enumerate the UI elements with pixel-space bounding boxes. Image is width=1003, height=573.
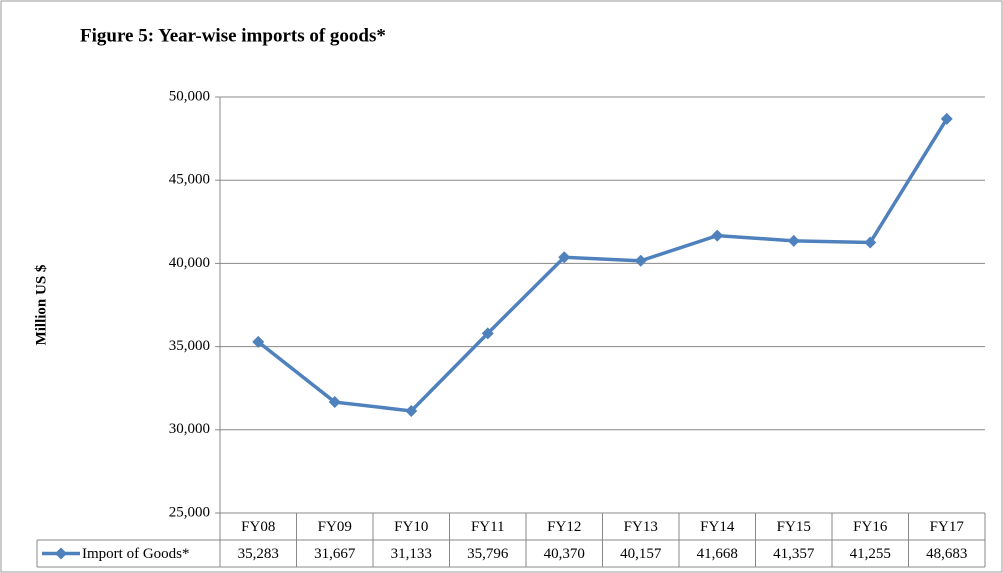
- table-value: 35,283: [238, 546, 279, 562]
- series-line: [257, 117, 949, 413]
- table-value: 41,255: [850, 546, 891, 562]
- x-tick-label: FY12: [547, 519, 581, 535]
- legend-label: Import of Goods*: [82, 546, 190, 562]
- data-point: [558, 251, 571, 264]
- data-point: [634, 254, 647, 267]
- x-tick-label: FY08: [241, 519, 275, 535]
- data-point: [864, 236, 877, 249]
- x-tick-label: FY17: [930, 519, 965, 535]
- data-point: [787, 234, 800, 247]
- y-tick-label: 30,000: [169, 421, 210, 437]
- chart-title: Figure 5: Year-wise imports of goods*: [80, 25, 386, 46]
- table-value: 41,357: [773, 546, 815, 562]
- table-value: 35,796: [467, 546, 509, 562]
- table-value: 31,133: [391, 546, 432, 562]
- x-tick-label: FY09: [318, 519, 352, 535]
- table-value: 31,667: [314, 546, 356, 562]
- y-axis-label: Million US $: [33, 264, 49, 345]
- table-value: 48,683: [926, 546, 967, 562]
- x-tick-label: FY15: [777, 519, 811, 535]
- data-point: [405, 404, 418, 417]
- x-tick-label: FY14: [700, 519, 735, 535]
- x-tick-label: FY11: [471, 519, 505, 535]
- x-tick-label: FY13: [624, 519, 658, 535]
- x-tick-label: FY16: [853, 519, 888, 535]
- table-value: 41,668: [697, 546, 738, 562]
- data-point: [711, 229, 724, 242]
- table-value: 40,157: [620, 546, 662, 562]
- y-tick-label: 25,000: [169, 504, 210, 520]
- y-tick-label: 40,000: [169, 255, 210, 271]
- y-tick-label: 45,000: [169, 172, 210, 188]
- data-point: [328, 396, 341, 409]
- data-point: [940, 112, 953, 125]
- data-point: [252, 335, 265, 348]
- x-tick-label: FY10: [394, 519, 428, 535]
- table-value: 40,370: [544, 546, 585, 562]
- data-point: [481, 327, 494, 340]
- y-tick-label: 50,000: [169, 88, 210, 104]
- legend-marker: [55, 547, 67, 560]
- y-tick-label: 35,000: [169, 338, 210, 354]
